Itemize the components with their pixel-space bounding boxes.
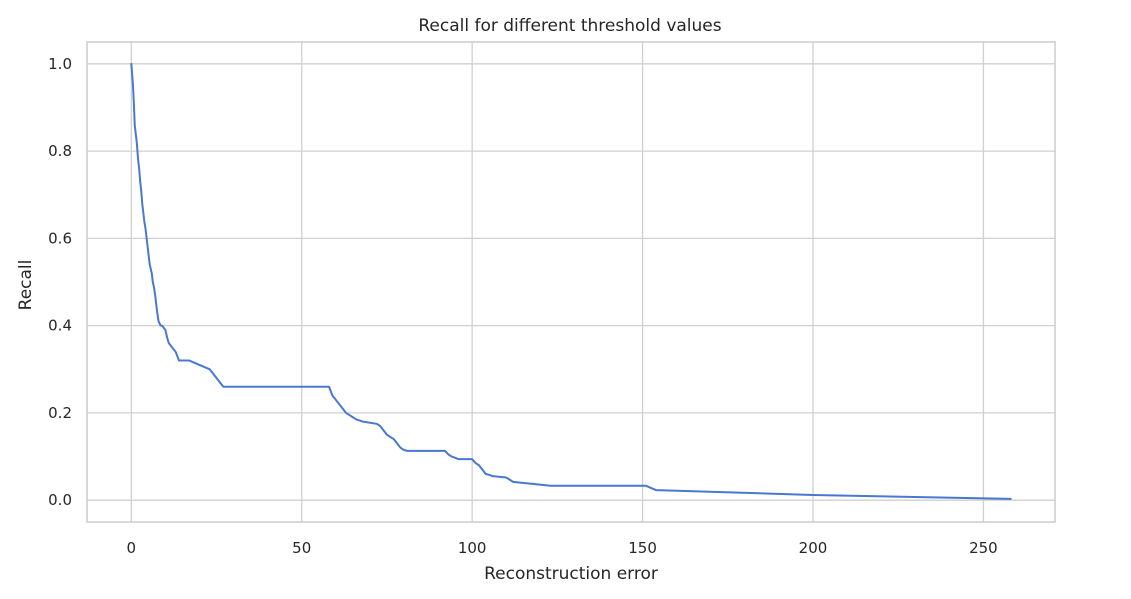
x-axis-label: Reconstruction error xyxy=(484,564,658,584)
x-tick-label: 150 xyxy=(628,539,657,557)
y-axis-label: Recall xyxy=(16,260,36,311)
grid-lines xyxy=(87,42,1055,522)
y-tick-label: 0.8 xyxy=(48,142,72,160)
x-tick-label: 250 xyxy=(969,539,998,557)
y-tick-label: 0.2 xyxy=(48,404,72,422)
y-tick-label: 1.0 xyxy=(48,55,72,73)
y-tick-label: 0.0 xyxy=(48,491,72,509)
chart-title: Recall for different threshold values xyxy=(418,16,721,36)
x-tick-label: 50 xyxy=(292,539,311,557)
y-tick-label: 0.4 xyxy=(48,317,72,335)
tick-labels: 0 50 100 150 200 250 0.0 0.2 0.4 0.6 0.8 1.0 xyxy=(48,55,998,557)
x-tick-label: 0 xyxy=(127,539,137,557)
recall-line xyxy=(130,62,1012,500)
y-tick-label: 0.6 xyxy=(48,229,72,247)
x-tick-label: 200 xyxy=(799,539,828,557)
x-tick-label: 100 xyxy=(458,539,487,557)
plot-frame xyxy=(86,41,1056,523)
